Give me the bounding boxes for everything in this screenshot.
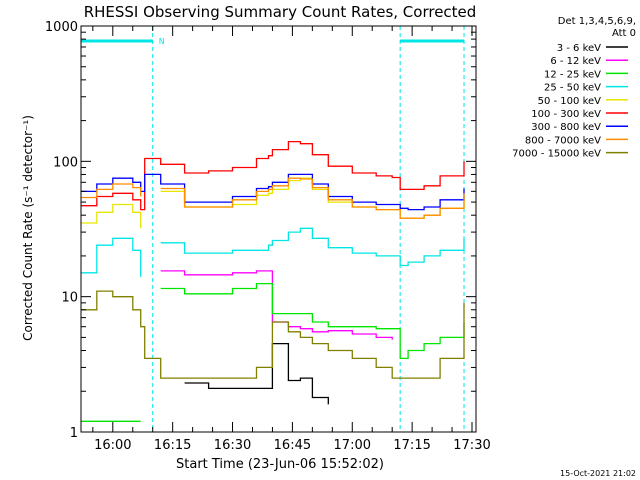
legend-label: 50 - 100 keV — [538, 96, 602, 107]
legend-label: 25 - 50 keV — [544, 83, 601, 94]
series-line — [160, 177, 465, 219]
legend-label: 800 - 7000 keV — [525, 135, 601, 146]
legend-label: 300 - 800 keV — [531, 122, 601, 133]
x-tick-label: 17:30 — [453, 438, 490, 453]
y-tick-label: 10 — [61, 291, 78, 306]
legend-label: 7000 - 15000 keV — [512, 149, 601, 160]
series-line — [80, 290, 465, 379]
footer-timestamp: 15-Oct-2021 21:02 — [560, 469, 636, 478]
y-tick-label: 100 — [53, 155, 78, 170]
x-tick-label: 16:30 — [214, 438, 251, 453]
y-tick-label: 1 — [70, 426, 78, 441]
legend-label: 100 - 300 keV — [531, 109, 601, 120]
plot-area: N 1 10 100 1000 16:00 16:15 16:30 16:45 17:00 17:1… — [45, 20, 491, 453]
legend-header: Det 1,3,4,5,6,9, — [558, 16, 636, 27]
legend-label: 3 - 6 keV — [557, 43, 601, 54]
night-marker: N — [159, 37, 165, 46]
x-tick-label: 17:15 — [393, 438, 430, 453]
x-tick-label: 16:00 — [94, 438, 131, 453]
x-tick-label: 16:15 — [154, 438, 191, 453]
legend: Det 1,3,4,5,6,9,Att 0 3 - 6 keV 6 - 12 keV… — [512, 16, 636, 160]
legend-label: 6 - 12 keV — [550, 56, 601, 67]
series-line — [80, 237, 142, 277]
series-line — [160, 227, 465, 267]
y-tick-label: 1000 — [45, 20, 78, 35]
legend-header: Att 0 — [612, 28, 636, 39]
series-line — [80, 203, 142, 229]
x-axis-label: Start Time (23-Jun-06 15:52:02) — [176, 457, 384, 472]
plot-frame — [80, 25, 477, 433]
y-axis-label: Corrected Count Rate (s⁻¹ detector⁻¹) — [21, 115, 35, 341]
series-line — [184, 342, 329, 405]
x-tick-label: 16:45 — [274, 438, 311, 453]
x-tick-label: 17:00 — [334, 438, 371, 453]
legend-label: 12 - 25 keV — [544, 69, 601, 80]
series-line — [80, 140, 465, 211]
series-line — [80, 173, 465, 211]
series-line — [160, 282, 465, 360]
chart-title: RHESSI Observing Summary Count Rates, Co… — [84, 3, 477, 21]
series-line — [80, 183, 142, 199]
